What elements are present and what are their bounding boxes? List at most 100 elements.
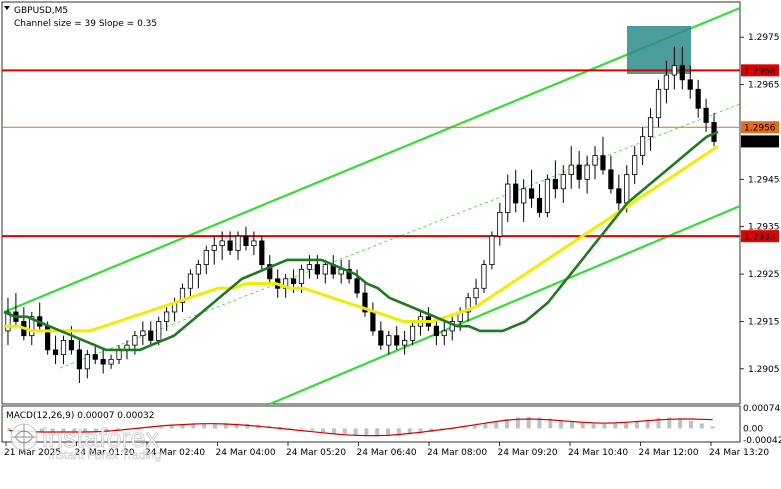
candle-body [29, 316, 35, 337]
candle [528, 169, 535, 208]
candle [489, 231, 495, 270]
level-label-support: 1.2933 [744, 233, 776, 243]
candle [640, 127, 646, 166]
time-tick-label: 24 Mar 09:20 [498, 448, 558, 458]
candle [679, 46, 685, 90]
candle-body [164, 311, 170, 322]
candle-body [68, 340, 75, 351]
macd-histogram-bar [364, 428, 369, 437]
macd-histogram-bar [591, 423, 596, 429]
candle [663, 60, 670, 104]
candle-body [695, 88, 701, 109]
candle [164, 307, 170, 331]
macd-histogram-bar [710, 426, 715, 429]
candle-body [663, 74, 670, 90]
macd-histogram-bar [656, 417, 661, 429]
macd-histogram-bar [634, 420, 639, 429]
candle [703, 98, 709, 132]
candle [560, 165, 566, 203]
macd-histogram-bar [50, 428, 55, 432]
logo-swirl-icon [12, 424, 36, 450]
candle-body [140, 330, 146, 337]
macd-histogram-bar [418, 428, 423, 434]
macd-histogram-bar [158, 426, 163, 429]
macd-histogram-bar [645, 419, 650, 429]
candle-body [465, 297, 471, 313]
macd-histogram-bar [288, 427, 293, 429]
candle-body [497, 212, 503, 237]
candle-body [346, 268, 352, 280]
candle-body [687, 79, 693, 90]
candle [219, 231, 225, 260]
last-price-label: 1.2953 [744, 138, 776, 148]
level-tag-current [741, 121, 779, 134]
candle [568, 146, 574, 189]
candle-body [92, 354, 98, 360]
candle [513, 169, 519, 213]
candle [655, 79, 662, 128]
candle [148, 321, 154, 346]
candle [322, 259, 328, 284]
level-label-resistance: 1.2968 [744, 67, 776, 77]
level-tag-support [741, 230, 779, 243]
macd-panel: 0.00074 0.00 -0.00042 [7, 404, 781, 446]
macd-histogram-bar [450, 428, 455, 430]
candle [330, 255, 336, 279]
candle [362, 283, 368, 317]
macd-tick-label: -0.00042 [743, 436, 781, 446]
candle-body [132, 335, 138, 346]
candle-body [409, 325, 416, 341]
candles [5, 46, 717, 384]
candle-body [655, 88, 662, 119]
candle [647, 108, 654, 151]
macd-histogram-bar [515, 417, 520, 429]
price-tick-label: 1.2975 [748, 33, 780, 43]
level-tag-resistance [741, 64, 779, 77]
candle-body [481, 264, 487, 289]
symbol-arrow-icon [4, 6, 10, 10]
macd-histogram-bar [39, 428, 44, 432]
price-axis: 1.2975 1.2965 1.2945 1.2935 1.2925 1.2915 1.29… [740, 33, 780, 375]
candle-body [521, 188, 527, 204]
macd-plot-frame [1, 405, 741, 443]
candle-body [394, 335, 400, 346]
candle [600, 136, 606, 175]
price-tick-label: 1.2925 [748, 270, 780, 280]
candle [473, 278, 479, 308]
candle-body [584, 164, 590, 180]
macd-histogram-bar [494, 421, 499, 429]
candle [338, 259, 344, 284]
candle-body [544, 178, 551, 213]
candle [156, 316, 162, 346]
macd-histogram-bar [148, 427, 153, 429]
candle-body [60, 340, 67, 356]
macd-histogram-bar [569, 421, 574, 429]
candle [100, 349, 106, 374]
candle-body [267, 264, 273, 280]
candle-body [243, 235, 249, 247]
candle [370, 302, 376, 336]
candle [21, 307, 27, 341]
candle [584, 155, 590, 194]
candle [251, 231, 257, 256]
macd-histogram-bar [537, 417, 542, 429]
candle-body [560, 174, 566, 190]
macd-histogram-bar [461, 427, 466, 429]
level-label-current: 1.2956 [744, 124, 776, 134]
instaforex-logo: instaforex Instant Forex Trading [10, 423, 162, 462]
last-price-tag [741, 135, 779, 148]
candle [632, 146, 638, 185]
candle-body [52, 349, 59, 356]
candle-body [195, 264, 201, 275]
channel-mid-line [59, 103, 741, 369]
macd-histogram-bar [234, 423, 239, 429]
candle [402, 330, 408, 355]
candle-body [76, 349, 82, 370]
candle [235, 231, 241, 260]
macd-histogram-bar [559, 420, 564, 429]
candle [195, 259, 201, 289]
macd-histogram-bar [61, 428, 66, 432]
macd-histogram-bar [386, 428, 391, 437]
macd-histogram-bar [245, 424, 250, 429]
candle [409, 321, 416, 346]
